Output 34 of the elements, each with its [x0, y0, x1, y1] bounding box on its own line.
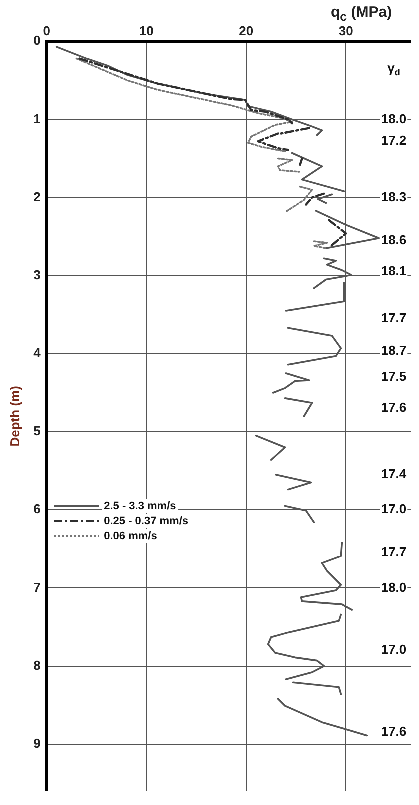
legend-label: 0.25 - 0.37 mm/s [104, 515, 189, 528]
annotation: 18.6 [381, 232, 407, 248]
y-tick-label: 0 [34, 33, 41, 48]
annotation: 17.4 [381, 466, 408, 482]
y-axis-title: Depth (m) [7, 386, 22, 447]
annotation: 17.7 [381, 310, 407, 326]
legend-label: 0.06 mm/s [104, 530, 158, 542]
legend-label: 2.5 - 3.3 mm/s [104, 500, 176, 512]
annotation: 17.2 [381, 133, 407, 148]
x-axis-title: q$_{c}$ (MPa) [331, 4, 392, 24]
annotation: 17.5 [381, 368, 407, 384]
annotation: 17.0 [381, 502, 407, 517]
annotation: 18.3 [381, 189, 407, 204]
x-tick-label: 30 [338, 23, 354, 38]
y-tick-label: 6 [34, 502, 41, 517]
y-tick-label: 1 [34, 111, 41, 126]
annotation: 17.6 [381, 724, 407, 740]
annotation: 18.7 [381, 343, 407, 358]
x-tick-label: 10 [139, 23, 154, 38]
x-tick-label: 20 [239, 23, 254, 38]
x-tick-label: 0 [43, 23, 50, 38]
y-tick-label: 9 [34, 736, 41, 751]
annotation: 18.0 [381, 580, 407, 595]
annotation: 17.0 [381, 642, 407, 658]
y-tick-label: 4 [34, 346, 42, 361]
annotation: 18.0 [381, 111, 407, 126]
y-tick-label: 3 [34, 267, 41, 282]
y-tick-label: 8 [34, 658, 41, 673]
annotation: 17.6 [381, 400, 407, 416]
annotation: 18.1 [381, 264, 407, 279]
y-tick-label: 7 [34, 580, 41, 595]
y-tick-label: 5 [34, 424, 41, 439]
y-tick-label: 2 [34, 189, 41, 204]
annotation: 17.7 [381, 544, 407, 560]
